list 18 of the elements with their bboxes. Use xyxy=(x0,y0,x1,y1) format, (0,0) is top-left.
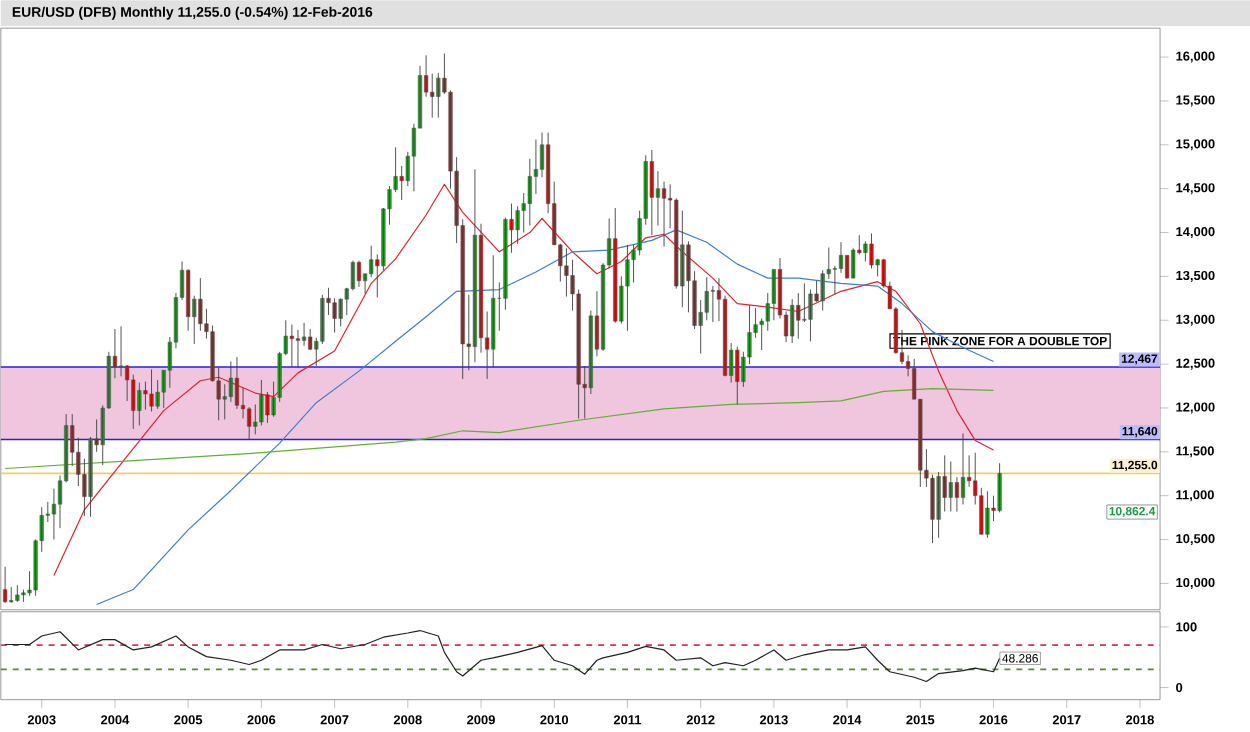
candlestick xyxy=(869,233,874,270)
candlestick xyxy=(649,150,654,237)
candlestick xyxy=(808,289,813,343)
candlestick xyxy=(15,585,20,603)
candlestick xyxy=(149,369,154,413)
candlestick xyxy=(948,461,953,513)
candlestick xyxy=(985,491,990,539)
candlestick xyxy=(259,379,264,427)
candlestick xyxy=(295,329,301,369)
candlestick xyxy=(613,207,618,324)
candlestick xyxy=(289,324,294,368)
candlestick xyxy=(863,241,868,263)
candlestick xyxy=(137,382,142,427)
candlestick xyxy=(997,463,1002,514)
line-series xyxy=(4,388,995,470)
candlestick xyxy=(735,346,740,406)
candlestick xyxy=(790,299,795,344)
candlestick xyxy=(625,244,630,332)
